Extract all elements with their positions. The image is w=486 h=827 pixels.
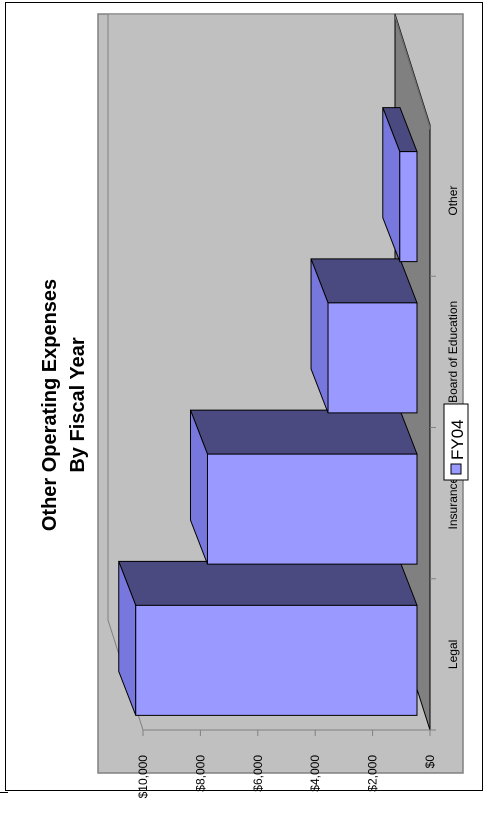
- page-border: [5, 2, 483, 791]
- page-corner-mark: [0, 792, 8, 793]
- chart-title-line1: Other Operating Expenses: [39, 279, 61, 531]
- bar-side-face: [310, 258, 418, 304]
- category-label: Other: [446, 186, 460, 216]
- bar-board-of-education: [327, 302, 418, 414]
- value-tick-label: $6,000: [251, 755, 265, 792]
- bars: [118, 107, 418, 716]
- chart-title: Other Operating Expenses By Fiscal Year: [39, 279, 89, 531]
- chart-title-line2: By Fiscal Year: [67, 337, 89, 473]
- value-axis-ticks: $0 $2,000 $4,000 $6,000 $8,000 $10,000: [136, 730, 437, 798]
- value-tick-label: $2,000: [366, 755, 380, 792]
- legend-label-fy04: FY04: [448, 419, 467, 460]
- bar-side-face: [118, 560, 418, 606]
- bar-insurance: [206, 453, 418, 565]
- floor-edge: [395, 14, 430, 130]
- value-tick-label: $10,000: [136, 755, 150, 799]
- value-tick-label: $0: [423, 755, 437, 769]
- value-tick-label: $4,000: [308, 755, 322, 792]
- value-tick-label: $8,000: [193, 755, 207, 792]
- category-axis-labels: Legal Insurance Board of Education Other: [430, 186, 460, 731]
- category-label: Board of Education: [446, 301, 460, 403]
- bar-side-face: [189, 409, 418, 455]
- category-label: Legal: [446, 640, 460, 669]
- category-label: Insurance: [446, 476, 460, 529]
- legend-box: [443, 403, 469, 481]
- legend: FY04: [443, 403, 469, 481]
- legend-swatch: [450, 463, 462, 475]
- bar-other: [399, 151, 418, 263]
- bar-legal: [135, 604, 418, 716]
